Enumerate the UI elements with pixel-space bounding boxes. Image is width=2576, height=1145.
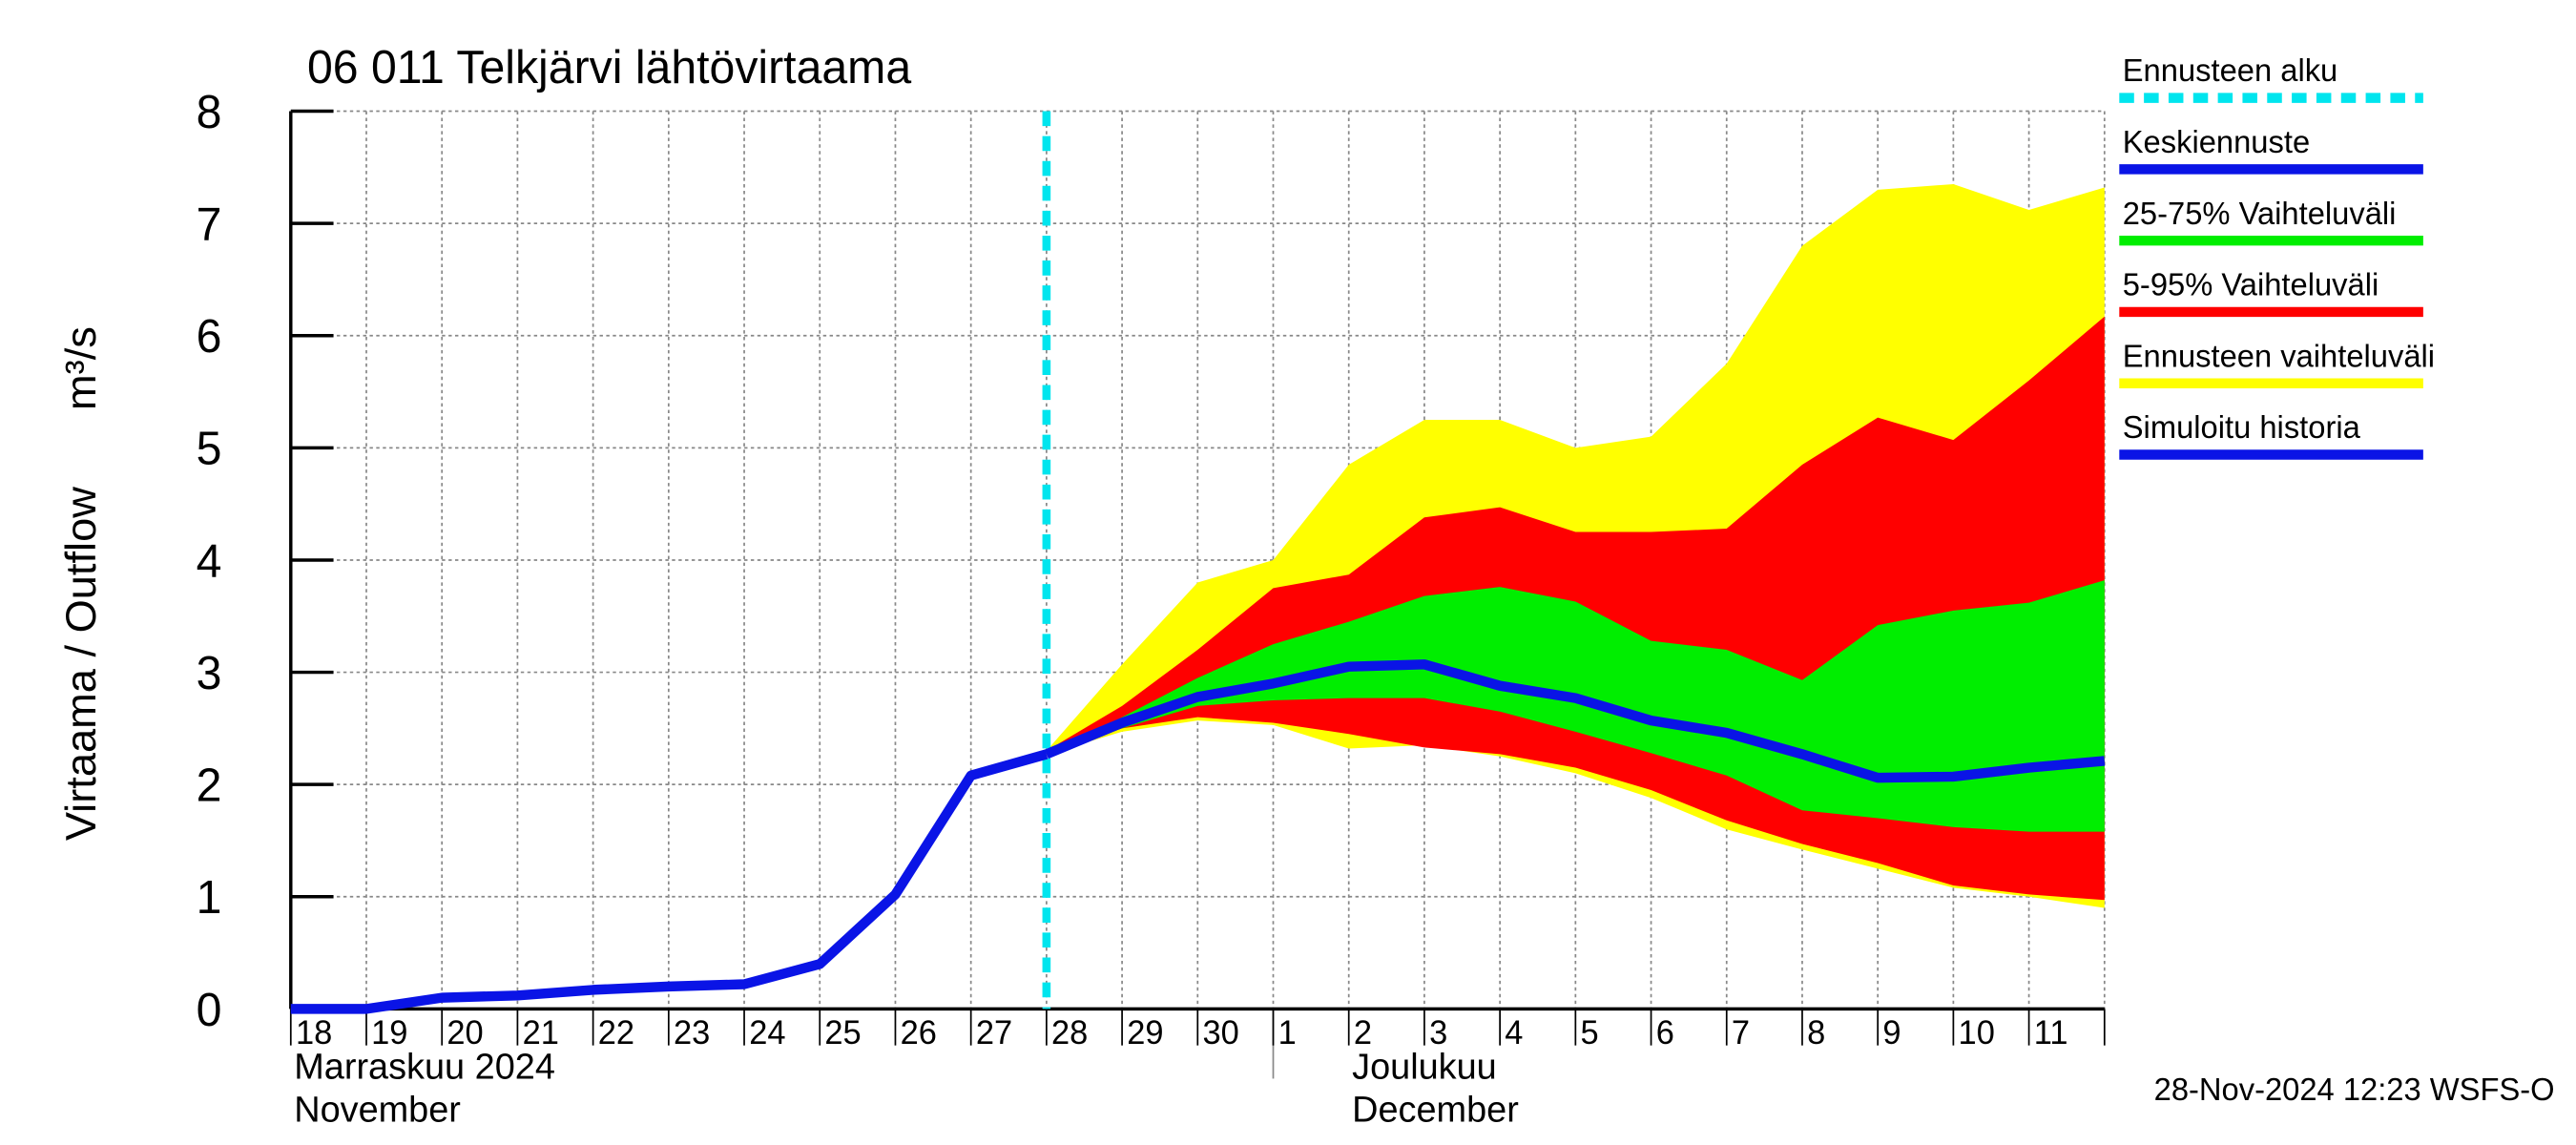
y-axis-unit: m³/s [56, 326, 105, 410]
x-tick-label: 18 [296, 1015, 332, 1051]
y-tick-label: 1 [197, 872, 222, 924]
y-tick-label: 3 [197, 648, 222, 699]
y-tick-label: 5 [197, 424, 222, 475]
y-tick-label: 8 [197, 87, 222, 138]
y-tick-label: 2 [197, 760, 222, 811]
y-tick-label: 0 [197, 985, 222, 1036]
timestamp: 28-Nov-2024 12:23 WSFS-O [2154, 1072, 2555, 1107]
x-tick-label: 20 [447, 1015, 483, 1051]
series-line [1044, 659, 2106, 783]
x-tick-label: 7 [1732, 1015, 1750, 1051]
x-tick-label: 28 [1051, 1015, 1088, 1051]
legend-label: 25-75% Vaihteluväli [2123, 196, 2397, 231]
x-tick-label: 6 [1656, 1015, 1674, 1051]
month-label: December [1352, 1090, 1519, 1130]
x-tick-label: 5 [1581, 1015, 1599, 1051]
y-tick-label: 4 [197, 535, 222, 587]
x-tick-label: 3 [1429, 1015, 1447, 1051]
x-tick-label: 11 [2034, 1015, 2068, 1051]
x-tick-label: 8 [1807, 1015, 1825, 1051]
y-axis-label: Virtaama / Outflow [56, 487, 105, 842]
x-tick-label: 22 [598, 1015, 634, 1051]
x-tick-label: 9 [1882, 1015, 1901, 1051]
legend-label: Keskiennuste [2123, 124, 2310, 159]
y-tick-label: 6 [197, 311, 222, 363]
x-tick-label: 4 [1505, 1015, 1523, 1051]
x-tick-label: 23 [674, 1015, 710, 1051]
legend-label: Ennusteen alku [2123, 52, 2338, 88]
x-tick-label: 30 [1202, 1015, 1238, 1051]
legend-label: Ennusteen vaihteluväli [2123, 338, 2435, 373]
x-tick-label: 27 [976, 1015, 1012, 1051]
x-tick-label: 25 [824, 1015, 861, 1051]
month-label: November [294, 1090, 461, 1130]
chart-title: 06 011 Telkjärvi lähtövirtaama [307, 42, 911, 94]
x-tick-label: 19 [371, 1015, 407, 1051]
x-tick-label: 26 [901, 1015, 937, 1051]
x-tick-label: 29 [1127, 1015, 1163, 1051]
x-tick-label: 1 [1278, 1015, 1297, 1051]
legend-label: 5-95% Vaihteluväli [2123, 266, 2379, 302]
series-line [290, 749, 1049, 1014]
x-tick-label: 2 [1354, 1015, 1372, 1051]
legend-label: Simuloitu historia [2123, 409, 2361, 445]
x-tick-label: 21 [523, 1015, 559, 1051]
x-tick-label: 10 [1959, 1015, 1995, 1051]
y-tick-label: 7 [197, 198, 222, 250]
month-label: Joulukuu [1352, 1047, 1497, 1087]
month-label: Marraskuu 2024 [294, 1047, 555, 1087]
x-tick-label: 24 [749, 1015, 785, 1051]
